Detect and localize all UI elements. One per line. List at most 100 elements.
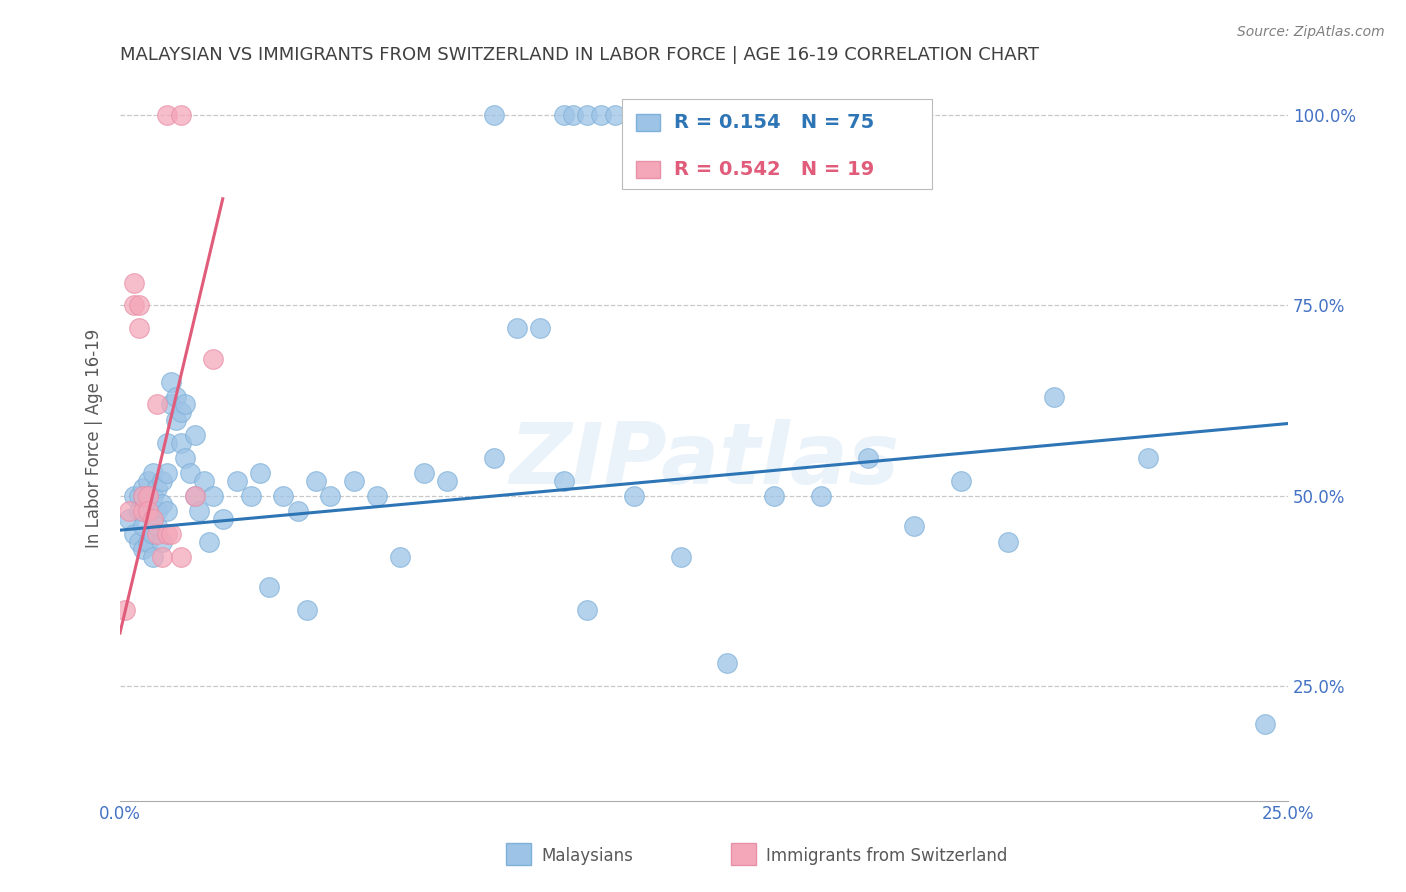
Point [562,108,585,122]
Point [142,512,165,526]
Point [146,397,169,411]
FancyBboxPatch shape [637,161,659,178]
Point [482,108,505,122]
Point [136,534,159,549]
Point [1253,717,1275,731]
Point [142,549,165,564]
Point [136,496,159,510]
Point [170,108,193,122]
Point [146,527,169,541]
Text: Malaysians: Malaysians [541,847,633,865]
Point [128,534,150,549]
Point [146,504,169,518]
Point [239,489,262,503]
Point [202,351,225,366]
Point [142,527,165,541]
Point [150,549,173,564]
Point [132,542,155,557]
Point [529,321,551,335]
Point [160,375,183,389]
Point [553,474,575,488]
Point [188,504,211,518]
Point [128,489,150,503]
Point [160,397,183,411]
Point [482,450,505,465]
Point [249,466,271,480]
Text: R = 0.542   N = 19: R = 0.542 N = 19 [673,160,875,179]
Point [165,390,187,404]
Point [156,435,179,450]
Point [136,504,159,518]
Point [389,549,412,564]
FancyBboxPatch shape [623,99,932,189]
Point [128,504,150,518]
Point [128,298,150,312]
Text: MALAYSIAN VS IMMIGRANTS FROM SWITZERLAND IN LABOR FORCE | AGE 16-19 CORRELATION : MALAYSIAN VS IMMIGRANTS FROM SWITZERLAND… [120,46,1039,64]
Point [142,512,165,526]
Point [305,474,328,488]
Point [669,549,692,564]
Point [183,428,205,442]
Point [949,474,972,488]
Point [295,603,318,617]
Text: Immigrants from Switzerland: Immigrants from Switzerland [766,847,1008,865]
Point [591,108,613,122]
Point [146,519,169,533]
Point [1043,390,1066,404]
Point [225,474,247,488]
Point [156,504,179,518]
Point [118,504,141,518]
Point [174,450,197,465]
Text: R = 0.154   N = 75: R = 0.154 N = 75 [673,113,875,132]
Point [150,474,173,488]
Point [150,534,173,549]
Point [170,549,193,564]
Point [118,512,141,526]
Point [716,657,738,671]
Point [179,466,201,480]
Point [319,489,342,503]
Point [136,504,159,518]
Point [122,489,145,503]
Text: Source: ZipAtlas.com: Source: ZipAtlas.com [1237,25,1385,39]
Point [576,603,599,617]
Point [122,298,145,312]
Point [763,489,786,503]
Text: ZIPatlas: ZIPatlas [509,419,898,502]
Point [122,276,145,290]
Point [193,474,215,488]
Point [122,527,145,541]
Point [605,108,627,122]
Point [136,474,159,488]
Point [174,397,197,411]
Point [132,489,155,503]
Point [197,534,219,549]
Point [183,489,205,503]
Point [997,534,1019,549]
Point [259,580,281,594]
Point [273,489,295,503]
Point [576,108,599,122]
Point [114,603,136,617]
Point [132,519,155,533]
Point [810,489,832,503]
Point [170,405,193,419]
Point [132,489,155,503]
Point [903,519,925,533]
Point [150,496,173,510]
Point [156,466,179,480]
Y-axis label: In Labor Force | Age 16-19: In Labor Force | Age 16-19 [86,329,103,549]
Point [160,527,183,541]
Point [132,504,155,518]
Point [142,466,165,480]
Point [183,489,205,503]
Point [136,489,159,503]
Point [146,481,169,495]
Point [142,489,165,503]
Point [165,413,187,427]
Point [1136,450,1159,465]
Point [132,481,155,495]
Point [856,450,879,465]
Point [506,321,529,335]
Point [156,527,179,541]
